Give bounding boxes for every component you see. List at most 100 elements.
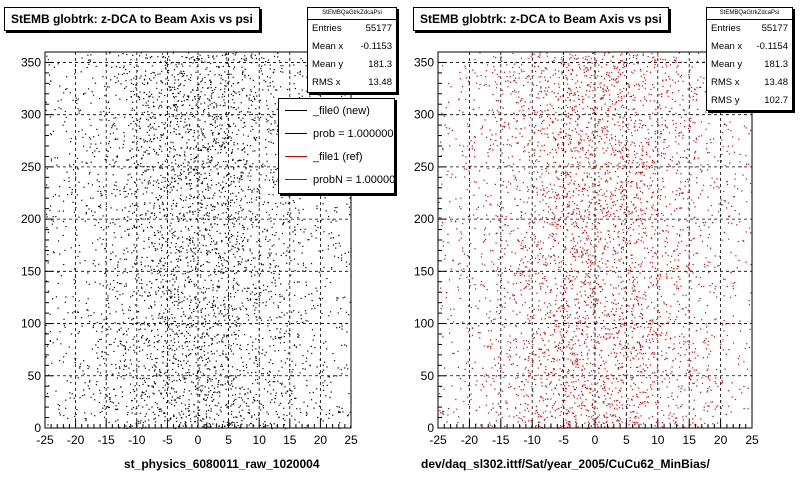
scatter-point (344, 344, 346, 346)
scatter-point (291, 311, 293, 313)
scatter-point (309, 392, 311, 394)
scatter-point (157, 154, 159, 156)
scatter-point (138, 420, 140, 422)
scatter-point (251, 291, 253, 293)
scatter-point (502, 256, 504, 258)
scatter-point (321, 371, 324, 373)
scatter-point (149, 124, 151, 126)
scatter-point (167, 72, 169, 74)
scatter-point (206, 381, 209, 383)
scatter-point (233, 253, 235, 256)
scatter-point (557, 92, 559, 94)
scatter-point (184, 226, 187, 228)
scatter-point (174, 300, 176, 302)
scatter-point (214, 120, 216, 122)
scatter-point (221, 313, 223, 315)
scatter-point (724, 368, 726, 370)
scatter-point (168, 311, 170, 313)
scatter-point (170, 222, 172, 224)
scatter-point (225, 204, 227, 206)
scatter-point (180, 70, 182, 72)
scatter-point (239, 393, 241, 395)
scatter-point (155, 383, 157, 385)
scatter-point (254, 54, 256, 56)
scatter-point (165, 365, 167, 367)
scatter-point (224, 383, 226, 385)
scatter-point (299, 198, 301, 200)
scatter-point (324, 285, 326, 288)
scatter-point (191, 381, 193, 383)
scatter-point (176, 124, 178, 126)
scatter-point (222, 368, 224, 371)
scatter-point (639, 297, 641, 299)
scatter-point (250, 55, 252, 57)
scatter-point (525, 280, 527, 282)
scatter-point (299, 344, 301, 346)
scatter-point (225, 80, 227, 82)
scatter-point (161, 80, 163, 82)
scatter-point (127, 216, 129, 218)
scatter-point (107, 299, 109, 302)
scatter-point (621, 203, 623, 205)
scatter-point (332, 237, 334, 239)
scatter-point (191, 255, 193, 257)
scatter-point (455, 220, 457, 222)
scatter-point (635, 296, 638, 298)
scatter-point (164, 114, 166, 116)
scatter-point (274, 122, 276, 124)
scatter-point (173, 304, 175, 306)
scatter-point (132, 83, 134, 85)
scatter-point (212, 140, 215, 142)
scatter-point (211, 209, 213, 211)
scatter-point (256, 196, 258, 198)
scatter-point (175, 401, 177, 404)
scatter-point (126, 220, 128, 222)
scatter-point (629, 95, 631, 98)
scatter-point (321, 409, 323, 411)
scatter-point (170, 340, 172, 342)
scatter-point (593, 303, 595, 305)
scatter-point (279, 382, 281, 384)
scatter-point (166, 401, 168, 404)
scatter-point (619, 318, 621, 320)
scatter-point (154, 304, 156, 306)
scatter-point (184, 286, 186, 288)
scatter-point (281, 336, 283, 338)
scatter-point (224, 54, 226, 56)
scatter-point (240, 357, 242, 359)
scatter-point (239, 374, 241, 376)
scatter-point (277, 307, 279, 309)
scatter-point (131, 141, 134, 143)
scatter-point (139, 412, 141, 414)
scatter-point (626, 256, 628, 258)
scatter-point (155, 279, 157, 281)
scatter-point (190, 171, 192, 173)
scatter-point (579, 291, 581, 293)
scatter-point (270, 133, 272, 135)
scatter-point (183, 153, 186, 155)
scatter-point (204, 399, 206, 402)
scatter-point (113, 117, 115, 119)
scatter-point (188, 390, 190, 392)
scatter-point (198, 194, 200, 196)
scatter-point (233, 142, 235, 144)
scatter-point (186, 98, 188, 101)
scatter-point (680, 61, 682, 63)
scatter-point (182, 75, 185, 77)
scatter-point (144, 265, 146, 267)
scatter-point (111, 192, 113, 195)
scatter-point (214, 248, 216, 250)
scatter-point (68, 177, 70, 179)
scatter-point (76, 102, 78, 105)
scatter-point (274, 397, 276, 400)
scatter-point (331, 268, 333, 270)
scatter-point (181, 301, 183, 303)
scatter-point (147, 265, 149, 267)
scatter-point (131, 193, 133, 195)
scatter-point (115, 395, 117, 397)
scatter-point (244, 334, 246, 336)
scatter-point (211, 206, 213, 208)
scatter-point (654, 267, 656, 269)
scatter-point (255, 139, 257, 142)
scatter-point (204, 336, 206, 338)
